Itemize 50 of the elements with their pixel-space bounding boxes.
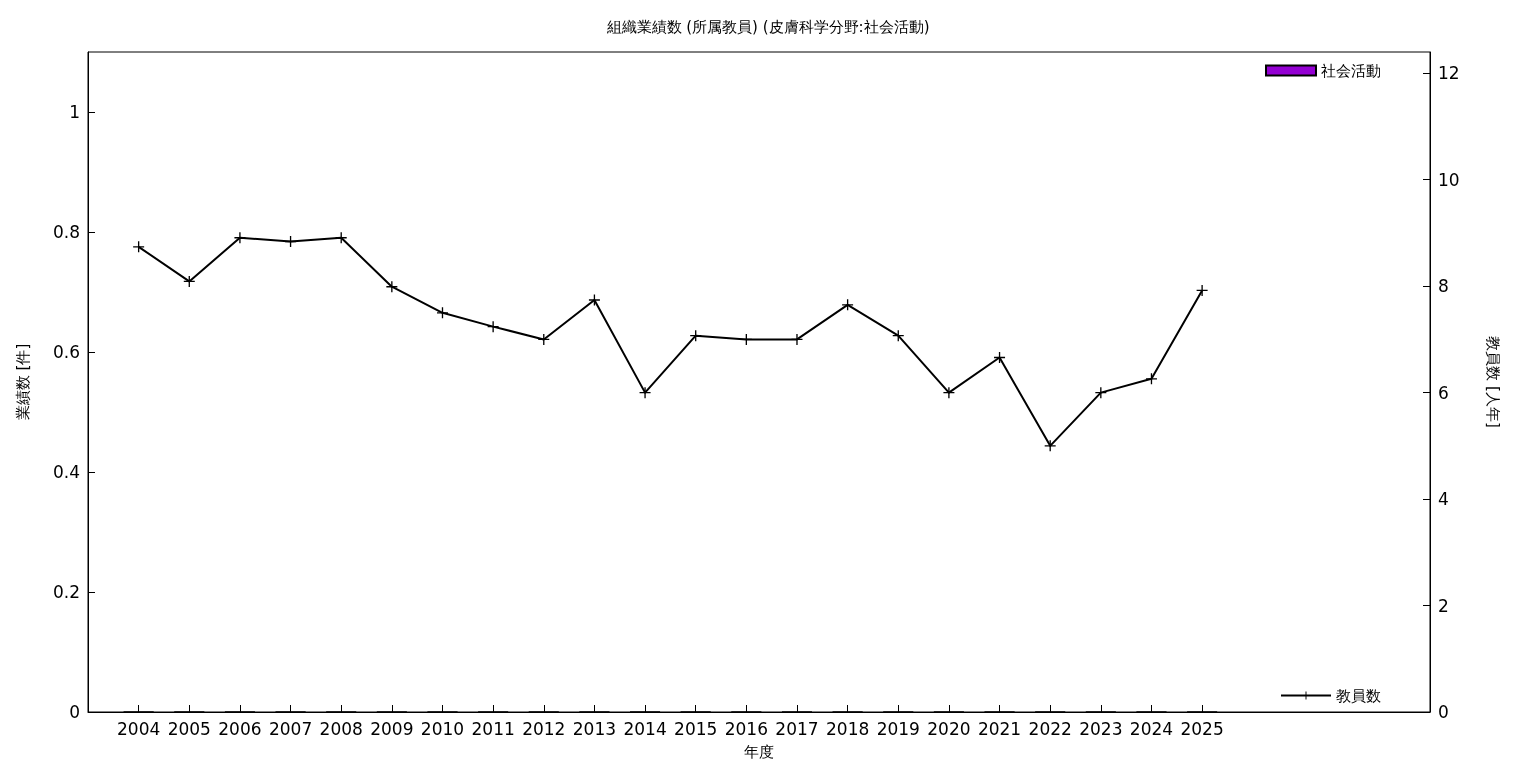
point	[487, 321, 499, 333]
y2-tick-label: 8	[1438, 276, 1449, 297]
y2-tick-label: 2	[1438, 595, 1449, 616]
x-tick-label: 2022	[1028, 718, 1072, 739]
x-tick-label: 2025	[1180, 718, 1224, 739]
x-tick-label: 2016	[724, 718, 768, 739]
y-tick-label: 1	[69, 102, 80, 122]
x-tick-label: 2010	[420, 718, 465, 739]
x-tick-label: 2023	[1079, 718, 1123, 739]
y2-tick-label: 4	[1438, 489, 1449, 510]
x-tick-label: 2019	[876, 718, 920, 739]
x-tick-label: 2015	[674, 718, 718, 739]
x-tick-label: 2006	[218, 718, 262, 739]
x-axis-title: 年度	[744, 742, 774, 761]
point	[639, 387, 651, 399]
y-tick-label: 0.8	[52, 222, 80, 242]
chart-title: 組織業績数 (所属教員) (皮膚科学分野:社会活動)	[605, 17, 930, 36]
point	[588, 294, 600, 306]
x-tick-label: 2012	[522, 718, 566, 739]
point	[1196, 284, 1208, 296]
x-tick-label: 2020	[927, 718, 971, 739]
x-tick-label: 2014	[623, 718, 667, 739]
y2-tick-label: 6	[1438, 382, 1449, 403]
point	[234, 232, 246, 244]
y2-tick-label: 10	[1438, 169, 1460, 190]
x-tick-label: 2013	[572, 718, 617, 739]
x-tick-label: 2024	[1129, 718, 1174, 739]
y-tick-label: 0.4	[52, 462, 80, 482]
point	[1044, 440, 1056, 452]
x-tick-label: 2005	[167, 718, 211, 739]
x-tick-label: 2011	[471, 718, 515, 739]
y2-tick-label: 12	[1438, 63, 1460, 84]
x-tick-label: 2009	[370, 718, 414, 739]
y-tick-label: 0.2	[52, 582, 80, 602]
x-tick-label: 2004	[117, 718, 161, 739]
x-tick-label: 2007	[268, 718, 313, 739]
legend-label: 教員数	[1336, 686, 1381, 705]
y2-axis-title: 教員数 [人年]	[1483, 336, 1502, 428]
x-tick-label: 2018	[825, 718, 870, 739]
y-tick-label: 0	[69, 702, 80, 722]
y-axis-title: 業績数 [件]	[13, 343, 32, 421]
point	[386, 281, 398, 293]
y-tick-label: 0.6	[52, 342, 80, 362]
point	[943, 387, 955, 399]
x-tick-label: 2021	[977, 718, 1022, 739]
legend-label: 社会活動	[1321, 61, 1381, 80]
x-tick-label: 2008	[319, 718, 363, 739]
y2-tick-label: 0	[1438, 702, 1449, 722]
x-tick-label: 2017	[775, 718, 819, 739]
point	[791, 333, 803, 345]
